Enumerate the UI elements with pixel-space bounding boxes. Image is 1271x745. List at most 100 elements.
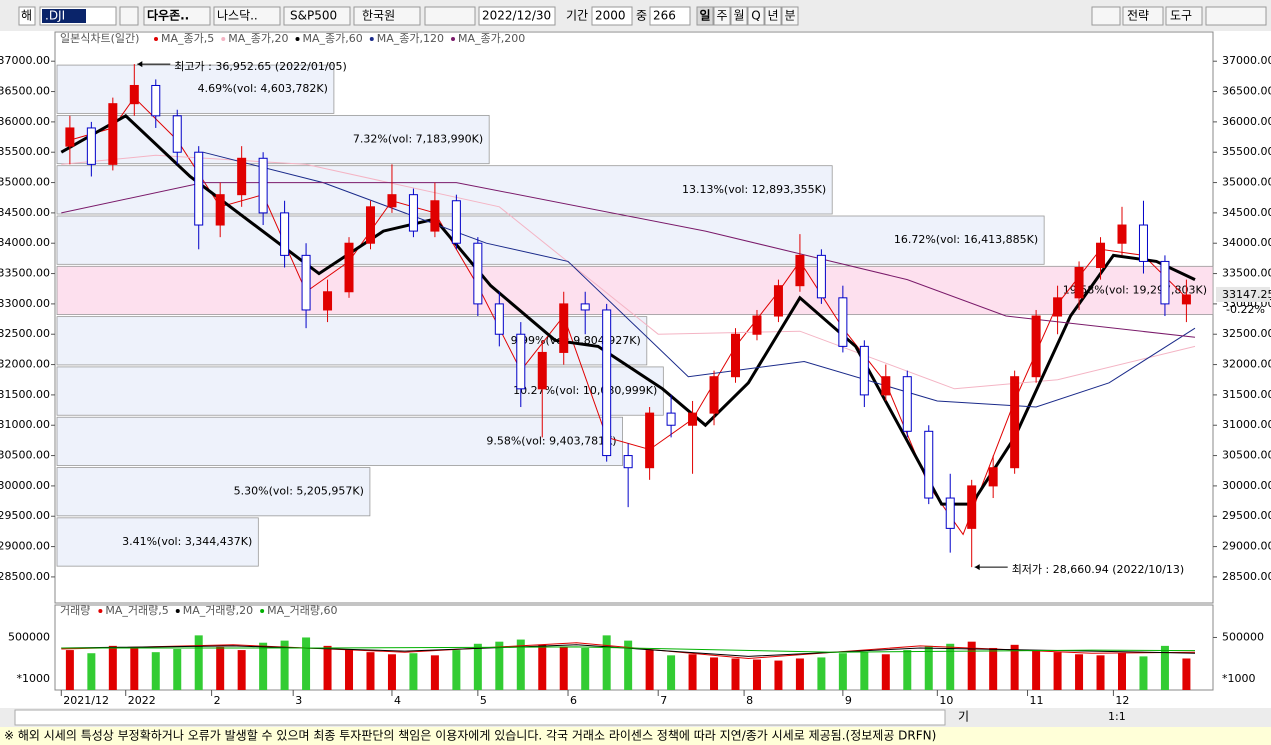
candle-body — [945, 497, 955, 529]
candle-body — [731, 333, 741, 378]
band-label: 16.72%(vol: 16,413,885K) — [894, 233, 1038, 246]
status-text: ※ 해외 시세의 특성상 부정확하거나 오류가 발생할 수 있으며 최종 투자판… — [4, 728, 936, 743]
candle-body — [645, 412, 655, 469]
y-tick-label-right: 28500.00 — [1222, 570, 1271, 583]
volume-profile-band — [56, 517, 259, 567]
y-tick-label-right: 36000.00 — [1222, 115, 1271, 128]
candle-body — [602, 309, 612, 457]
market-box[interactable] — [18, 6, 36, 26]
volume-bar — [516, 639, 525, 690]
candle-body — [1074, 266, 1084, 299]
nav-mode: 기 — [958, 710, 969, 724]
date-box[interactable] — [478, 6, 556, 26]
volume-bar — [409, 653, 418, 690]
volume-profile-band — [56, 114, 490, 165]
interval-button[interactable] — [730, 6, 748, 26]
search-button[interactable] — [119, 6, 139, 26]
index3-box[interactable] — [283, 6, 351, 26]
y-tick-label: 35000.00 — [0, 176, 50, 189]
volume-bar — [130, 647, 139, 690]
candle-body — [967, 485, 977, 529]
vol-tick-label: 500000 — [8, 630, 50, 643]
volume-bar — [366, 652, 375, 690]
y-tick-label-right: 34500.00 — [1222, 206, 1271, 219]
candle-body — [108, 103, 118, 165]
volume-bar — [645, 650, 654, 690]
volume-bar — [581, 647, 590, 690]
volume-bar — [1053, 652, 1062, 690]
x-tick-label: 4 — [394, 694, 401, 707]
x-tick-label: 7 — [660, 694, 667, 707]
legend-dot — [154, 37, 158, 41]
interval-label: 분 — [784, 9, 795, 23]
tools-box[interactable] — [1165, 6, 1203, 26]
y-tick-label: 33500.00 — [0, 267, 50, 280]
band-label: 10.27%(vol: 10,080,999K) — [513, 384, 657, 397]
cloud-button[interactable] — [1091, 6, 1121, 26]
volume-bar — [817, 657, 826, 690]
period-label: 기간 — [566, 9, 588, 23]
legend-entry: MA_종가,20 — [228, 32, 288, 45]
y-tick-label: 31000.00 — [0, 418, 50, 431]
y-tick-label: 34000.00 — [0, 236, 50, 249]
index2-box[interactable] — [213, 6, 281, 26]
ma-line — [61, 154, 1196, 390]
candle-body — [215, 194, 225, 226]
candle-body — [129, 84, 139, 105]
volume-bar — [1032, 650, 1041, 690]
x-tick-label: 9 — [845, 694, 852, 707]
arrow-head — [974, 564, 980, 571]
band-label: 9.58%(vol: 9,403,781K) — [486, 434, 616, 447]
volume-profile-band — [56, 265, 1214, 316]
candle-body — [408, 194, 418, 232]
last-price: 33147.25 — [1222, 288, 1271, 301]
scrollbar[interactable] — [14, 709, 946, 726]
volume-bar — [903, 650, 912, 690]
interval-button[interactable] — [713, 6, 731, 26]
y-tick-label-right: 32000.00 — [1222, 358, 1271, 371]
y-tick-label-right: 35000.00 — [1222, 176, 1271, 189]
candle-body — [194, 151, 204, 226]
volume-bar — [495, 641, 504, 690]
volume-bar — [259, 642, 268, 690]
volume-bar — [538, 644, 547, 690]
legend-entry: MA_거래량,5 — [105, 604, 168, 617]
y-tick-label: 29000.00 — [0, 540, 50, 553]
period-box[interactable] — [591, 6, 633, 26]
index1-box[interactable] — [143, 6, 211, 26]
x-tick-label: 2021/12 — [63, 694, 109, 707]
nav-ratio: 1:1 — [1108, 710, 1126, 723]
candle-body — [1160, 260, 1170, 305]
candle-body — [859, 345, 869, 396]
interval-button[interactable] — [781, 6, 799, 26]
candle-body — [516, 333, 526, 390]
candle-body — [709, 376, 719, 414]
index2: 나스닥.. — [217, 9, 258, 23]
legend-dot — [295, 37, 300, 41]
count-box[interactable] — [649, 6, 691, 26]
y-tick-label: 33000.00 — [0, 297, 50, 310]
candle-body — [773, 285, 783, 317]
candle-body — [537, 351, 547, 390]
interval-button[interactable] — [764, 6, 782, 26]
change: -0.22% — [1226, 303, 1265, 316]
x-tick-label: 3 — [295, 694, 302, 707]
currency-box[interactable] — [353, 6, 421, 26]
interval-label: Q — [751, 9, 760, 23]
candle-body — [559, 303, 569, 353]
volume-bar — [108, 645, 117, 690]
nav-buttons[interactable] — [424, 6, 476, 26]
strategy-box[interactable] — [1122, 6, 1164, 26]
icon-buttons[interactable] — [1205, 6, 1267, 26]
volume-bar — [559, 646, 568, 690]
y-tick-label: 31500.00 — [0, 388, 50, 401]
candle-body — [688, 412, 698, 426]
interval-button[interactable] — [747, 6, 765, 26]
legend-dot — [221, 37, 226, 41]
y-tick-label-right: 31500.00 — [1222, 388, 1271, 401]
interval-button[interactable] — [696, 6, 714, 26]
candle-body — [473, 242, 483, 305]
y-tick-label-right: 35500.00 — [1222, 145, 1271, 158]
y-tick-label: 30500.00 — [0, 449, 50, 462]
